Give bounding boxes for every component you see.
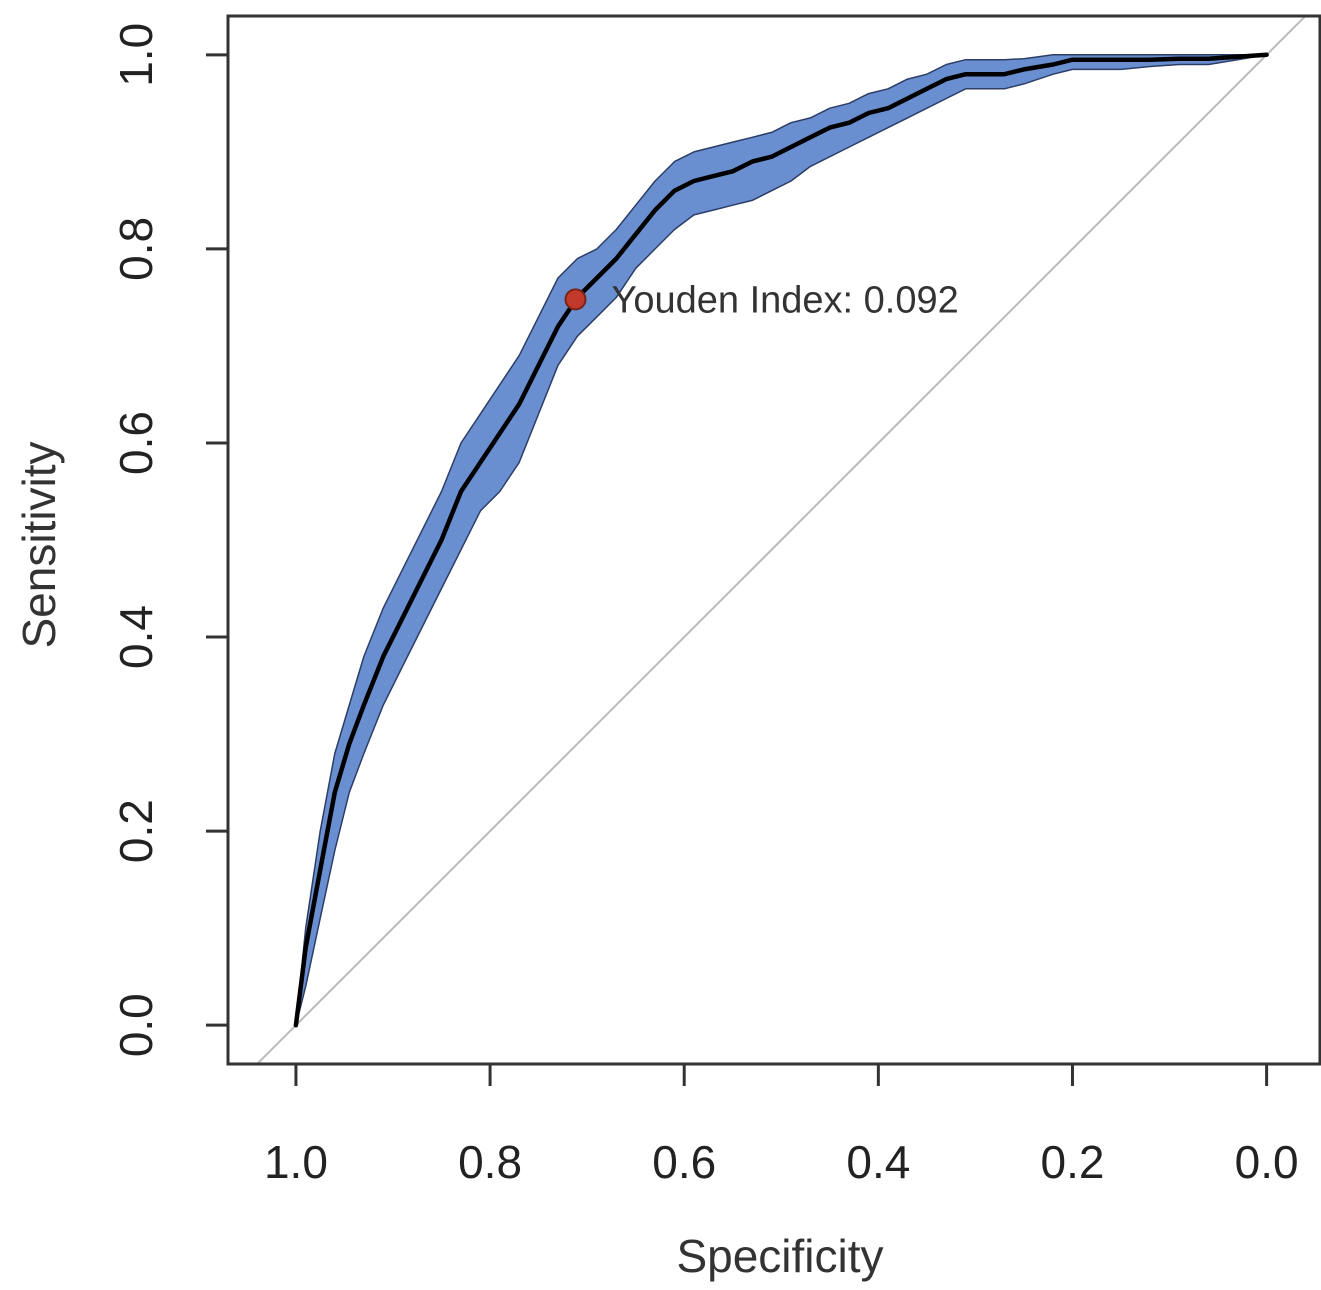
- y-axis-title: Sensitivity: [13, 441, 65, 648]
- x-tick-label: 0.4: [846, 1136, 910, 1188]
- y-tick-label: 0.2: [110, 799, 162, 863]
- x-tick-label: 1.0: [264, 1136, 328, 1188]
- y-tick-label: 1.0: [110, 23, 162, 87]
- x-tick-label: 0.8: [458, 1136, 522, 1188]
- x-tick-label: 0.0: [1235, 1136, 1299, 1188]
- x-tick-label: 0.6: [652, 1136, 716, 1188]
- roc-curve-line: [293, 52, 1269, 1028]
- y-tick-label: 0.4: [110, 605, 162, 669]
- reference-diagonal-line: [255, 16, 1307, 1064]
- y-tick-label: 0.0: [110, 993, 162, 1057]
- x-tick-label: 0.2: [1041, 1136, 1105, 1188]
- youden-index-label: Youden Index: 0.092: [611, 279, 958, 321]
- plot-frame: [226, 14, 1321, 1066]
- y-tick-label: 0.6: [110, 411, 162, 475]
- x-axis-title: Specificity: [676, 1230, 883, 1282]
- youden-point-marker: [564, 288, 587, 311]
- y-tick-label: 0.8: [110, 217, 162, 281]
- confidence-band: [295, 54, 1268, 1026]
